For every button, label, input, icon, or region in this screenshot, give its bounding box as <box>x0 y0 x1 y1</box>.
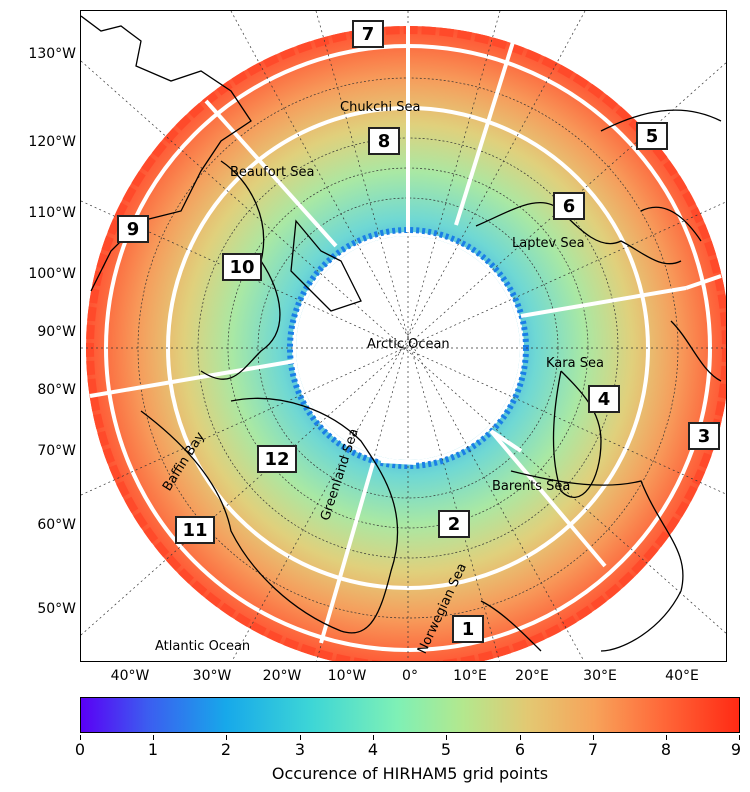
colorbar-tick <box>520 735 521 740</box>
colorbar-label-6: 6 <box>514 740 526 759</box>
lon-label-0: 0° <box>402 668 418 684</box>
colorbar-tick <box>153 735 154 740</box>
meridians <box>81 11 726 661</box>
colorbar-label-9: 9 <box>730 740 742 759</box>
lon-label-20e: 20°E <box>515 668 549 684</box>
lat-label-70w: 70°W <box>37 443 76 459</box>
map-frame <box>80 10 727 662</box>
colorbar-label-0: 0 <box>74 740 86 759</box>
sector-box-9: 9 <box>117 215 149 243</box>
lat-label-110w: 110°W <box>28 205 76 221</box>
colorbar-label-8: 8 <box>660 740 672 759</box>
lon-label-30e: 30°E <box>583 668 617 684</box>
colorbar-label-1: 1 <box>147 740 159 759</box>
sea-label-chukchi: Chukchi Sea <box>340 100 421 115</box>
lat-label-120w: 120°W <box>28 134 76 150</box>
colorbar-tick <box>593 735 594 740</box>
lon-label-10w: 10°W <box>327 668 367 684</box>
sector-box-10: 10 <box>222 253 262 281</box>
colorbar-tick <box>226 735 227 740</box>
colorbar-label-4: 4 <box>367 740 379 759</box>
polar-map <box>81 11 726 661</box>
lon-label-10e: 10°E <box>453 668 487 684</box>
lon-label-20w: 20°W <box>262 668 302 684</box>
lat-label-90w: 90°W <box>37 324 76 340</box>
colorbar-label-3: 3 <box>294 740 306 759</box>
lat-label-80w: 80°W <box>37 382 76 398</box>
lat-label-130w: 130°W <box>28 46 76 62</box>
sea-label-beaufort: Beaufort Sea <box>230 165 315 180</box>
lon-label-40e: 40°E <box>665 668 699 684</box>
sector-box-1: 1 <box>452 615 484 643</box>
sector-box-6: 6 <box>553 192 585 220</box>
sea-label-laptev: Laptev Sea <box>512 236 585 251</box>
colorbar-tick <box>300 735 301 740</box>
sector-box-4: 4 <box>588 385 620 413</box>
sea-label-arctic: Arctic Ocean <box>367 337 450 352</box>
sector-box-12: 12 <box>257 445 297 473</box>
colorbar-label-5: 5 <box>440 740 452 759</box>
colorbar-tick <box>739 735 740 740</box>
sector-box-3: 3 <box>688 422 720 450</box>
colorbar <box>80 697 740 733</box>
sea-label-atlantic: Atlantic Ocean <box>155 639 251 654</box>
sector-box-11: 11 <box>175 516 215 544</box>
lon-label-30w: 30°W <box>192 668 232 684</box>
colorbar-label-7: 7 <box>587 740 599 759</box>
colorbar-tick <box>446 735 447 740</box>
sector-box-2: 2 <box>438 510 470 538</box>
colorbar-tick <box>373 735 374 740</box>
colorbar-label-2: 2 <box>220 740 232 759</box>
sector-box-7: 7 <box>352 20 384 48</box>
sector-box-5: 5 <box>636 122 668 150</box>
lat-label-60w: 60°W <box>37 517 76 533</box>
lat-label-50w: 50°W <box>37 601 76 617</box>
sector-dividers <box>89 26 722 644</box>
colorbar-tick <box>80 735 81 740</box>
sector-box-8: 8 <box>368 127 400 155</box>
colorbar-title: Occurence of HIRHAM5 grid points <box>271 764 549 783</box>
sea-label-kara: Kara Sea <box>546 356 604 371</box>
lat-label-100w: 100°W <box>28 266 76 282</box>
sea-label-barents: Barents Sea <box>492 479 571 494</box>
colorbar-tick <box>666 735 667 740</box>
lon-label-40w: 40°W <box>110 668 150 684</box>
